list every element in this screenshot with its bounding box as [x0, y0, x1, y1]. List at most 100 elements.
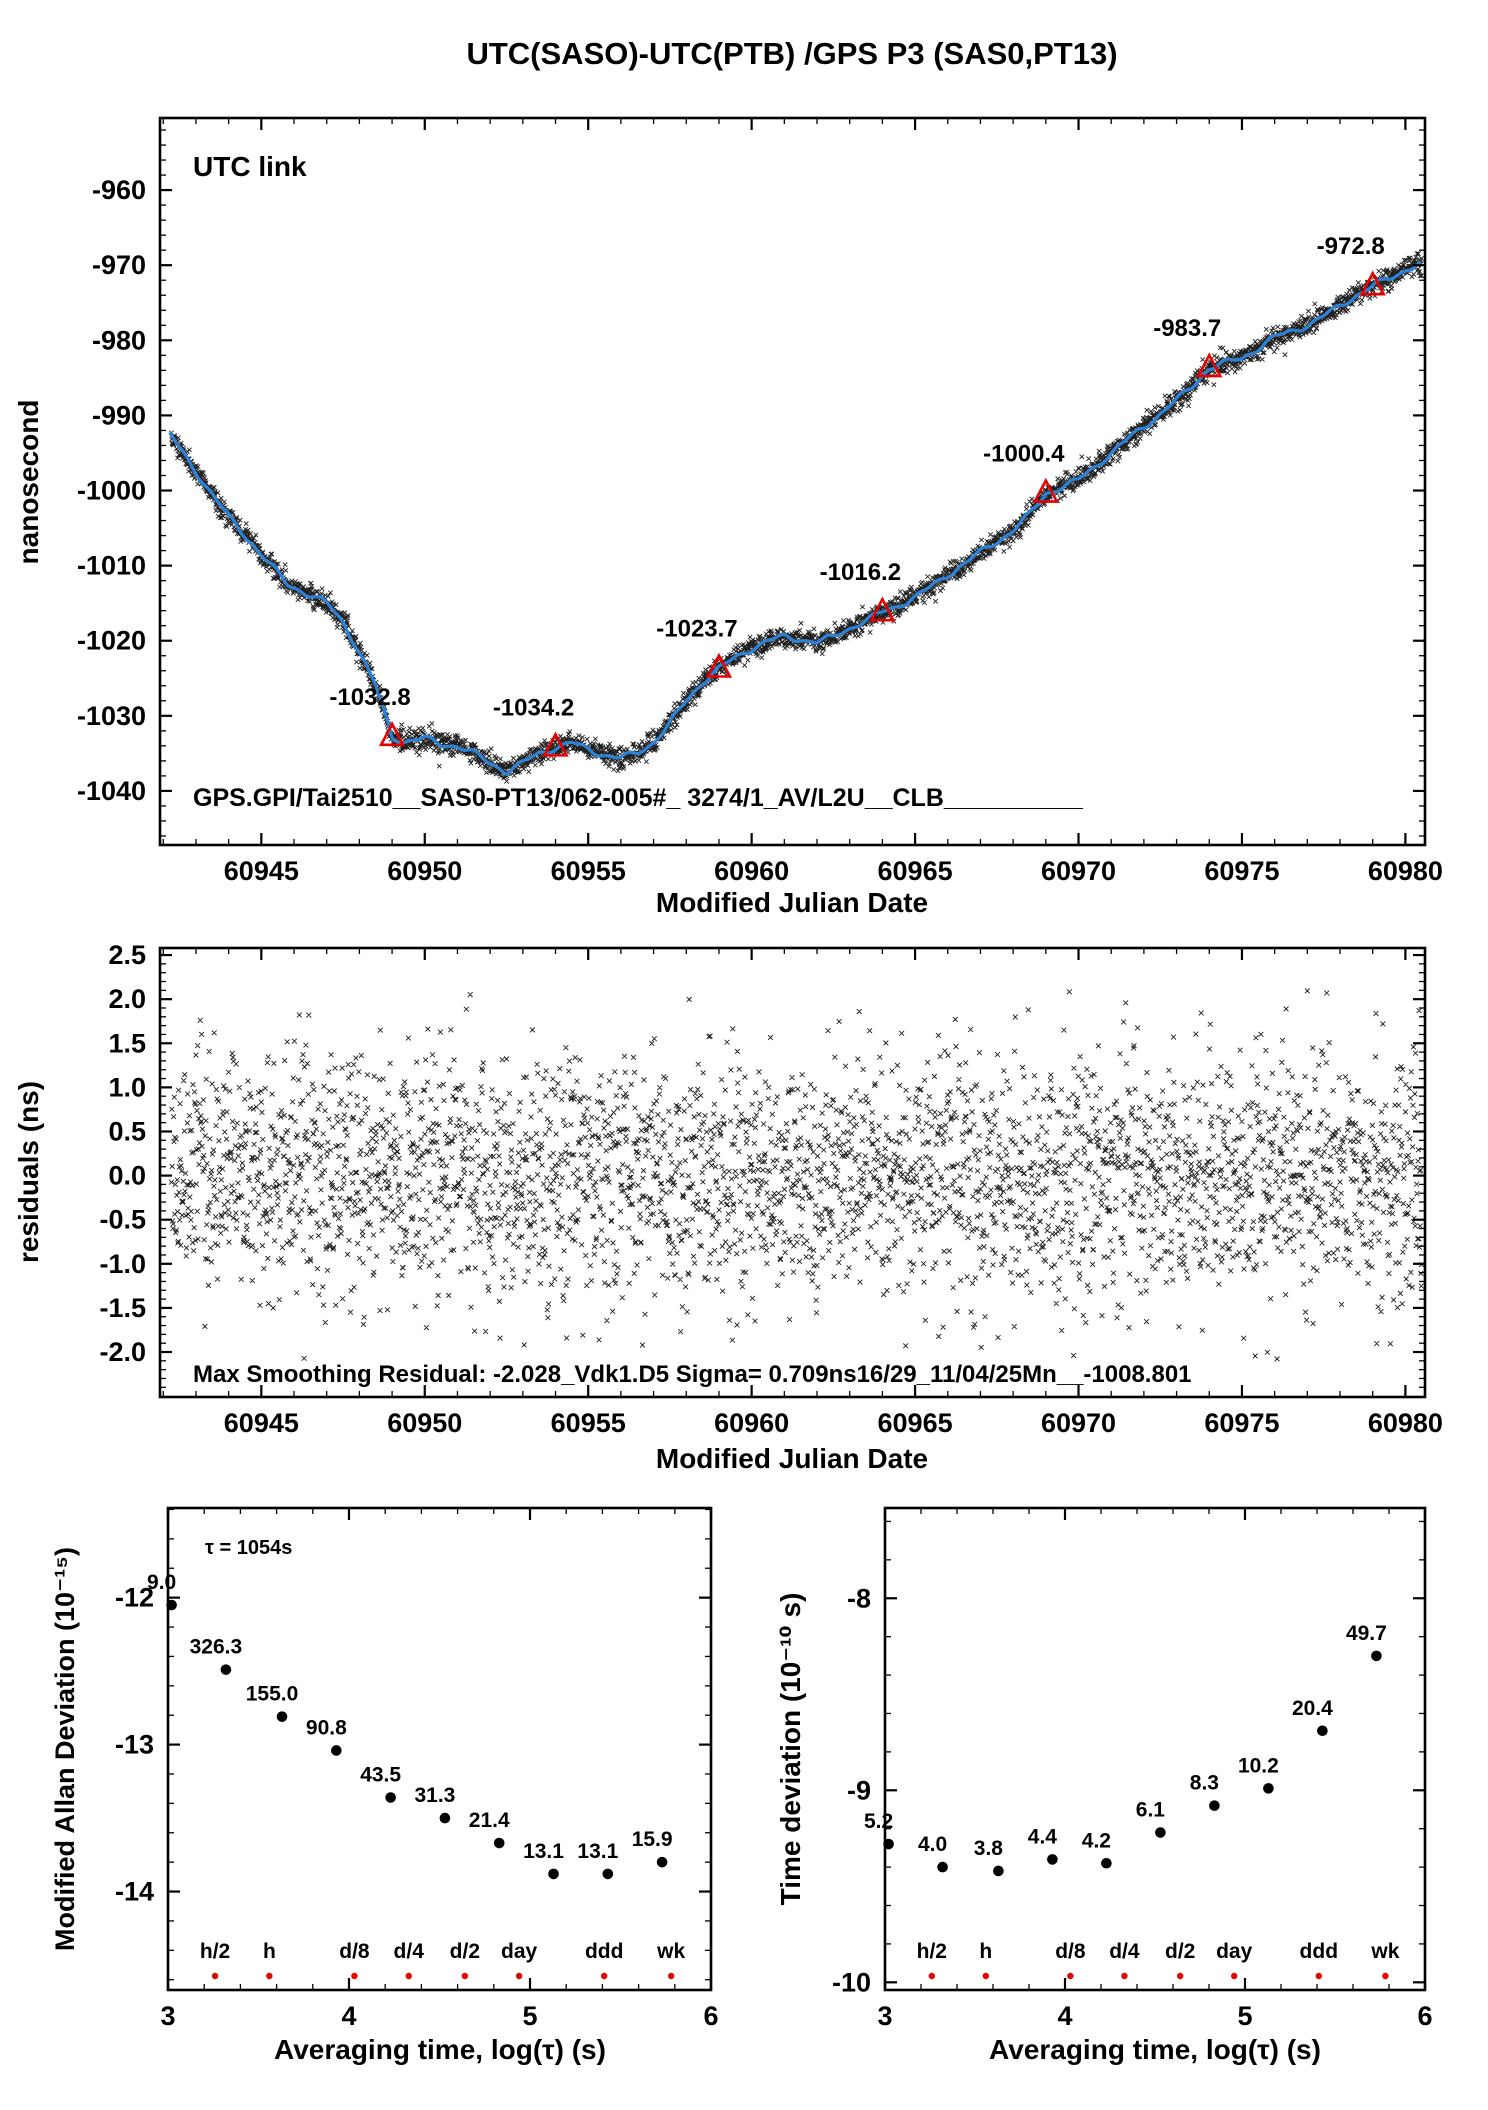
calibration-triangle [869, 596, 896, 622]
deviation-value-label: 13.1 [577, 1840, 618, 1863]
utc-link-annotation: UTC link [193, 151, 307, 182]
tdev-x-axis-label: Averaging time, log(τ) (s) [989, 2034, 1321, 2065]
deviation-point [1209, 1800, 1220, 1811]
tdev-panel: 5.2 4.0 3.8 4.4 4.2 6.1 8.3 10.2 20.4 49.7 h/2 h d/8… [832, 1506, 1433, 2031]
deviation-point [548, 1868, 559, 1880]
calibration-value-label: -1023.7 [656, 616, 737, 643]
averaging-ref-tick [1121, 1972, 1128, 1980]
tdev-y-axis-label: Time deviation (10⁻¹⁰ s) [775, 1593, 806, 1906]
averaging-ref-label: d/2 [1165, 1940, 1195, 1963]
x-tick-label: 4 [1057, 2001, 1072, 2031]
calibration-value-label: -1000.4 [983, 441, 1065, 468]
averaging-ref-label: day [501, 1940, 538, 1963]
y-tick-label: 0.5 [108, 1116, 146, 1146]
averaging-ref-tick [667, 1972, 675, 1980]
x-tick-label: 60965 [878, 856, 953, 886]
deviation-point [385, 1792, 396, 1803]
x-tick-label: 60960 [714, 1408, 789, 1438]
averaging-ref-tick [1315, 1972, 1323, 1980]
panel-frame [166, 1506, 713, 1992]
y-tick-label: -1030 [77, 701, 146, 731]
deviation-value-label: 4.4 [1028, 1825, 1058, 1848]
deviation-point [1047, 1854, 1058, 1865]
deviation-value-label: 90.8 [306, 1716, 347, 1739]
y-tick-label: -9 [847, 1775, 871, 1805]
deviation-point [331, 1745, 342, 1756]
averaging-ref-tick [1382, 1972, 1389, 1980]
y-tick-label: -1.5 [99, 1293, 146, 1323]
residuals-scatter [168, 988, 1425, 1362]
smoothed-line [168, 260, 1422, 776]
averaging-ref-label: h/2 [917, 1940, 947, 1963]
calibration-triangle [1032, 477, 1059, 503]
residuals-x-axis-label: Modified Julian Date [656, 1443, 928, 1474]
y-tick-label: 1.5 [108, 1028, 146, 1058]
deviation-point [656, 1856, 668, 1868]
deviation-point [993, 1865, 1004, 1877]
y-tick-label: -12 [115, 1583, 154, 1613]
calibration-triangle [378, 721, 406, 747]
deviation-value-label: 326.3 [190, 1636, 243, 1659]
deviation-value-label: 3.8 [974, 1837, 1004, 1860]
y-tick-label: -2.0 [99, 1337, 146, 1367]
averaging-ref-label: d/8 [339, 1940, 370, 1963]
y-tick-label: -14 [115, 1877, 154, 1907]
calibration-triangle [1196, 352, 1223, 378]
averaging-ref-tick [982, 1972, 989, 1980]
deviation-value-label: 4.0 [918, 1833, 947, 1856]
deviation-value-label: 21.4 [469, 1809, 510, 1832]
calibration-value-label: -1034.2 [493, 694, 574, 721]
averaging-ref-label: wk [1370, 1940, 1399, 1963]
calibration-value-label: -1032.8 [329, 684, 410, 711]
averaging-ref-label: h/2 [200, 1940, 230, 1963]
averaging-ref-tick [1231, 1972, 1238, 1980]
averaging-ref-tick [211, 1972, 219, 1980]
averaging-ref-label: h [263, 1940, 276, 1963]
averaging-ref-label: d/4 [1109, 1940, 1140, 1963]
deviation-point [439, 1812, 451, 1824]
y-tick-label: -960 [92, 175, 146, 205]
x-tick-label: 60970 [1041, 856, 1116, 886]
y-tick-label: -13 [115, 1730, 154, 1760]
averaging-ref-tick [1067, 1972, 1074, 1980]
x-tick-label: 60965 [878, 1408, 953, 1438]
phase-y-axis-label: nanosecond [13, 400, 44, 565]
panel-frame [883, 1506, 1427, 1992]
averaging-ref-tick [461, 1972, 469, 1980]
residuals-y-axis-label: residuals (ns) [13, 1081, 44, 1263]
y-tick-label: 2.0 [108, 984, 146, 1014]
deviation-value-label: 4.2 [1082, 1829, 1111, 1852]
deviation-value-label: 20.4 [1292, 1697, 1333, 1720]
tau-annotation: τ = 1054s [205, 1537, 292, 1559]
deviation-point [1263, 1783, 1274, 1794]
panel-frame [158, 116, 1427, 847]
averaging-ref-tick [1177, 1972, 1184, 1980]
averaging-ref-tick [928, 1972, 935, 1980]
y-tick-label: -970 [92, 250, 146, 280]
x-tick-label: 60945 [224, 1408, 299, 1438]
x-tick-label: 6 [703, 2001, 718, 2031]
averaging-ref-tick [266, 1972, 273, 1980]
x-tick-label: 60950 [387, 856, 462, 886]
averaging-ref-label: ddd [1300, 1940, 1338, 1963]
deviation-value-label: 5.2 [864, 1810, 893, 1833]
x-tick-label: 3 [160, 2001, 175, 2031]
deviation-value-label: 15.9 [632, 1828, 673, 1851]
x-tick-label: 3 [877, 2001, 892, 2031]
calibration-triangle [705, 652, 733, 678]
calibration-value-label: -983.7 [1153, 315, 1221, 342]
y-tick-label: -1020 [77, 626, 146, 656]
deviation-value-label: 10.2 [1238, 1754, 1279, 1777]
x-tick-label: 60950 [387, 1408, 462, 1438]
phase-x-axis-label: Modified Julian Date [656, 887, 928, 918]
deviation-value-label: 31.3 [414, 1784, 455, 1807]
residuals-annotation: Max Smoothing Residual: -2.028_Vdk1.D5 S… [193, 1361, 1192, 1388]
averaging-ref-label: day [1216, 1940, 1253, 1963]
x-tick-label: 5 [1237, 2001, 1252, 2031]
mdev-x-axis-label: Averaging time, log(τ) (s) [274, 2034, 606, 2065]
averaging-ref-label: d/4 [394, 1940, 425, 1963]
calibration-triangle [542, 731, 569, 757]
deviation-point [1371, 1650, 1382, 1662]
y-tick-label: -8 [847, 1583, 871, 1613]
x-tick-label: 60975 [1204, 1408, 1279, 1438]
